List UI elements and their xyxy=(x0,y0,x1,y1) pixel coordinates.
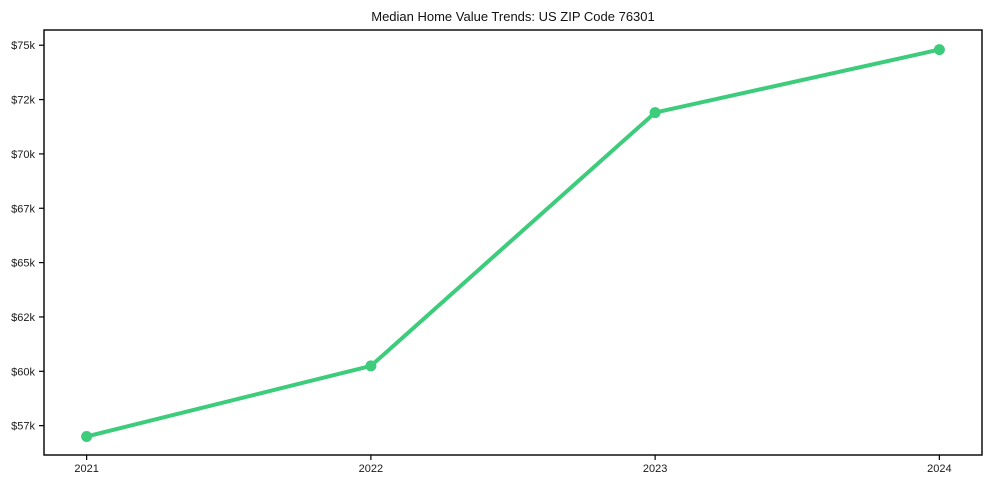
x-tick-label: 2021 xyxy=(74,463,98,475)
y-axis: $57k $60k $62k $65k $67k $70k $72k $75k xyxy=(11,40,44,433)
x-tick-label: 2022 xyxy=(359,463,383,475)
plot-area-border xyxy=(43,29,983,456)
x-tick-label: 2024 xyxy=(927,463,951,475)
y-tick-label: $72k xyxy=(11,95,35,107)
data-point-marker xyxy=(81,431,93,442)
y-tick-label: $65k xyxy=(11,258,35,270)
y-tick-label: $70k xyxy=(11,149,35,161)
x-tick-label: 2023 xyxy=(643,463,667,475)
y-tick-label: $57k xyxy=(11,421,35,433)
chart-title: Median Home Value Trends: US ZIP Code 76… xyxy=(371,9,655,24)
y-tick-label: $62k xyxy=(11,312,35,324)
y-tick-label: $67k xyxy=(11,203,35,215)
data-series xyxy=(81,44,945,442)
y-tick-label: $60k xyxy=(11,366,35,378)
data-point-marker xyxy=(365,360,377,372)
data-point-marker xyxy=(933,44,945,56)
data-point-marker xyxy=(649,107,661,119)
x-axis: 2021 2022 2023 2024 xyxy=(74,455,952,475)
y-tick-label: $75k xyxy=(11,40,35,52)
series-line xyxy=(84,47,942,439)
